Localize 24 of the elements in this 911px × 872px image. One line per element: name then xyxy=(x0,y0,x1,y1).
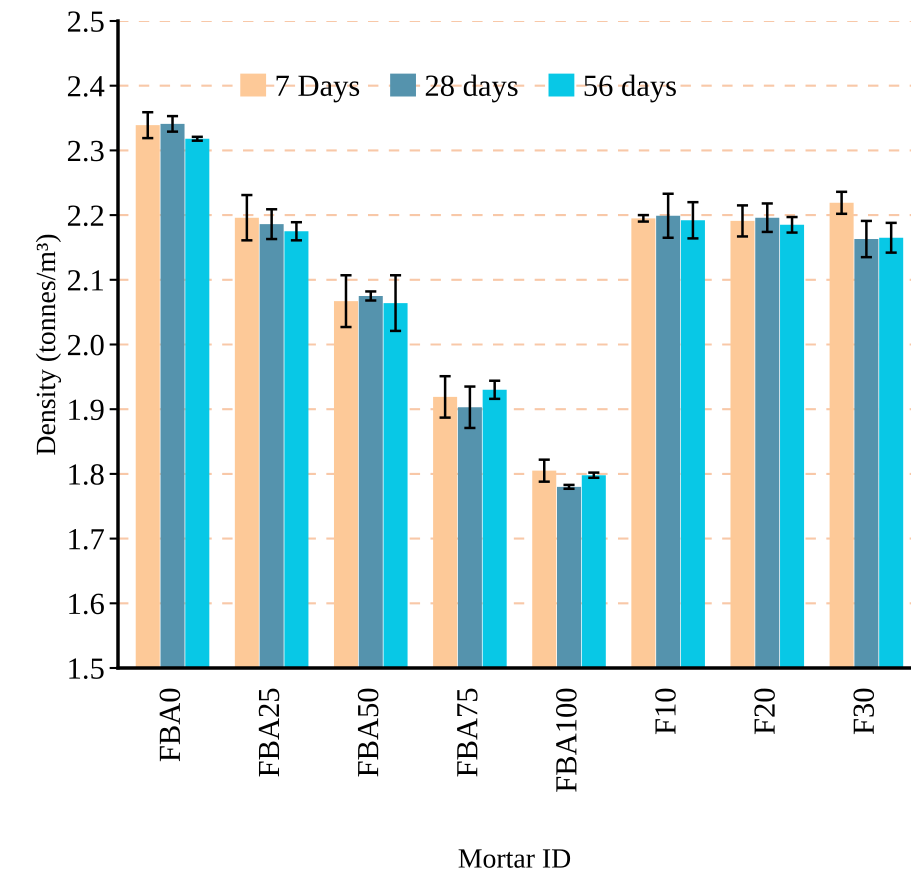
x-tick-label: FBA75 xyxy=(457,688,478,777)
x-tick-label: FBA0 xyxy=(160,688,180,762)
x-tick-label: FBA100 xyxy=(556,688,577,792)
y-tick-label: 1.8 xyxy=(69,464,104,485)
y-tick-label: 2.4 xyxy=(68,76,104,97)
y-tick-label: 2.1 xyxy=(68,270,103,291)
x-tick-label: FBA25 xyxy=(258,688,280,777)
x-tick-label: F20 xyxy=(754,688,775,734)
y-tick-label: 1.5 xyxy=(69,658,104,680)
y-axis-title: Density (tonnes/m³) xyxy=(36,234,62,455)
y-tick-label: 1.9 xyxy=(69,400,104,420)
legend-label: 56 days xyxy=(584,74,676,102)
x-tick-label: FBA50 xyxy=(358,688,378,777)
y-tick-label: 2.5 xyxy=(68,11,104,32)
legend-label: 7 Days xyxy=(276,76,360,102)
x-tick-label: F30 xyxy=(853,688,874,734)
y-tick-label: 2.3 xyxy=(68,140,104,162)
y-tick-label: 2.0 xyxy=(68,334,104,356)
x-axis-title: Mortar ID xyxy=(458,849,570,868)
x-tick-label: F10 xyxy=(655,688,676,734)
y-tick-label: 1.7 xyxy=(69,529,104,550)
y-tick-label: 2.2 xyxy=(68,205,104,226)
legend-label: 28 days xyxy=(426,74,518,102)
y-tick-label: 1.6 xyxy=(69,594,104,614)
